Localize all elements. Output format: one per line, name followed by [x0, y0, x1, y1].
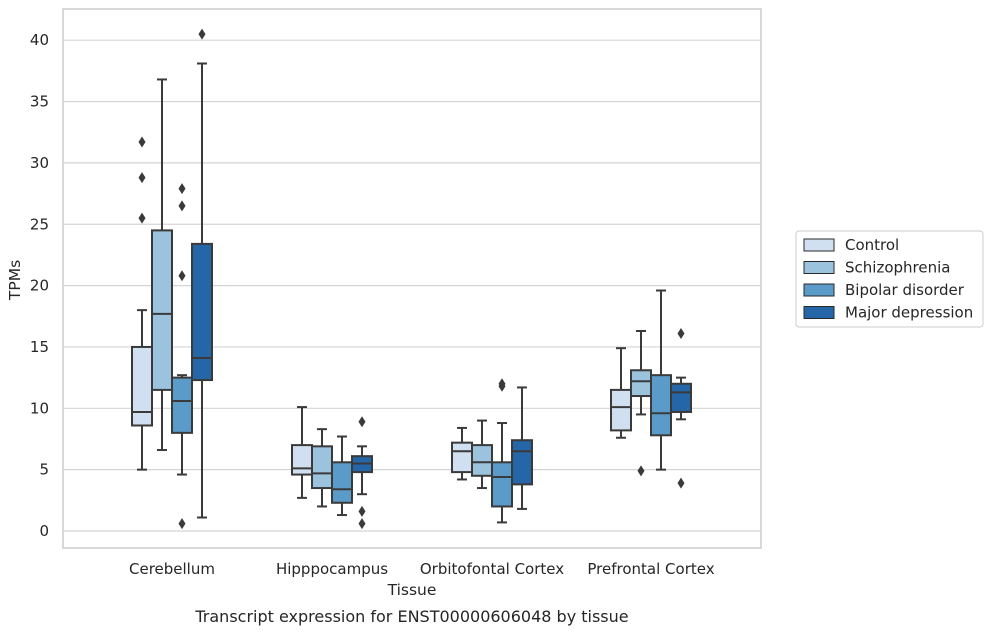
x-axis-ticks: Cerebellum Hipppocampus Orbitofontal Corte… [129, 560, 715, 578]
legend-frame [795, 230, 984, 328]
box-control [451, 426, 473, 481]
box-body [511, 439, 533, 486]
y-tick-label: 25 [30, 215, 49, 233]
legend-swatch [803, 283, 835, 297]
legend-swatch [803, 306, 835, 319]
y-tick-label: 0 [39, 522, 49, 540]
outlier-point [138, 136, 146, 148]
box-control [131, 136, 153, 471]
y-tick-label: 20 [30, 277, 49, 295]
x-tick-label: Prefrontal Cortex [587, 560, 714, 578]
box-bipolar-disorder [491, 378, 513, 524]
box-major-depression [511, 386, 533, 510]
y-axis-ticks: 0 5 10 15 20 25 30 35 40 [30, 31, 49, 540]
x-tick-label: Orbitofontal Cortex [420, 560, 564, 578]
box-series [131, 28, 692, 530]
outlier-point [138, 172, 146, 184]
box-major-depression [191, 28, 213, 519]
x-axis-label: Tissue [387, 581, 437, 599]
box-major-depression [351, 416, 373, 530]
box-body [311, 445, 333, 490]
y-tick-label: 30 [30, 154, 49, 172]
outlier-point [358, 416, 366, 428]
box-body [630, 369, 652, 398]
outlier-point [198, 28, 206, 40]
y-axis-label: TPMs [6, 260, 24, 301]
box-major-depression [670, 327, 692, 489]
box-schizophrenia [471, 419, 493, 490]
x-tick-label: Cerebellum [129, 560, 215, 578]
box-bipolar-disorder [171, 183, 193, 530]
legend-label: Schizophrenia [845, 259, 950, 277]
legend-label: Control [845, 236, 899, 254]
box-body [331, 461, 353, 504]
outlier-point [637, 465, 645, 477]
box-body [451, 441, 473, 474]
legend-swatch [803, 238, 835, 252]
box-control [291, 406, 313, 499]
outlier-point [178, 270, 186, 282]
box-schizophrenia [630, 329, 652, 477]
legend: Control Schizophrenia Bipolar disorder Majo… [795, 230, 984, 328]
box-body [151, 229, 173, 391]
outlier-point [498, 378, 506, 390]
box-body [191, 242, 213, 382]
outlier-point [178, 183, 186, 195]
box-schizophrenia [151, 78, 173, 452]
box-bipolar-disorder [331, 435, 353, 517]
box-schizophrenia [311, 428, 333, 508]
box-control [610, 347, 632, 439]
box-body [171, 376, 193, 434]
chart-caption: Transcript expression for ENST0000060604… [194, 607, 628, 626]
box-body [131, 345, 153, 427]
box-body [491, 461, 513, 508]
outlier-point [358, 505, 366, 517]
outlier-point [178, 518, 186, 530]
box-body [650, 374, 672, 437]
outlier-point [178, 200, 186, 212]
outlier-point [358, 518, 366, 530]
y-tick-label: 35 [30, 93, 49, 111]
outlier-point [677, 327, 685, 339]
x-tick-label: Hipppocampus [276, 560, 388, 578]
box-bipolar-disorder [650, 289, 672, 471]
box-body [670, 382, 692, 413]
plot-frame [62, 8, 762, 549]
y-tick-label: 10 [30, 399, 49, 417]
y-tick-label: 15 [30, 338, 49, 356]
box-body [291, 444, 313, 476]
box-body [471, 444, 493, 477]
outlier-point [138, 212, 146, 224]
legend-label: Major depression [845, 304, 973, 322]
y-tick-label: 5 [39, 461, 49, 479]
legend-label: Bipolar disorder [845, 281, 965, 299]
outlier-point [677, 477, 685, 489]
y-tick-label: 40 [30, 31, 49, 49]
legend-swatch [803, 261, 835, 274]
box-body [610, 388, 632, 432]
